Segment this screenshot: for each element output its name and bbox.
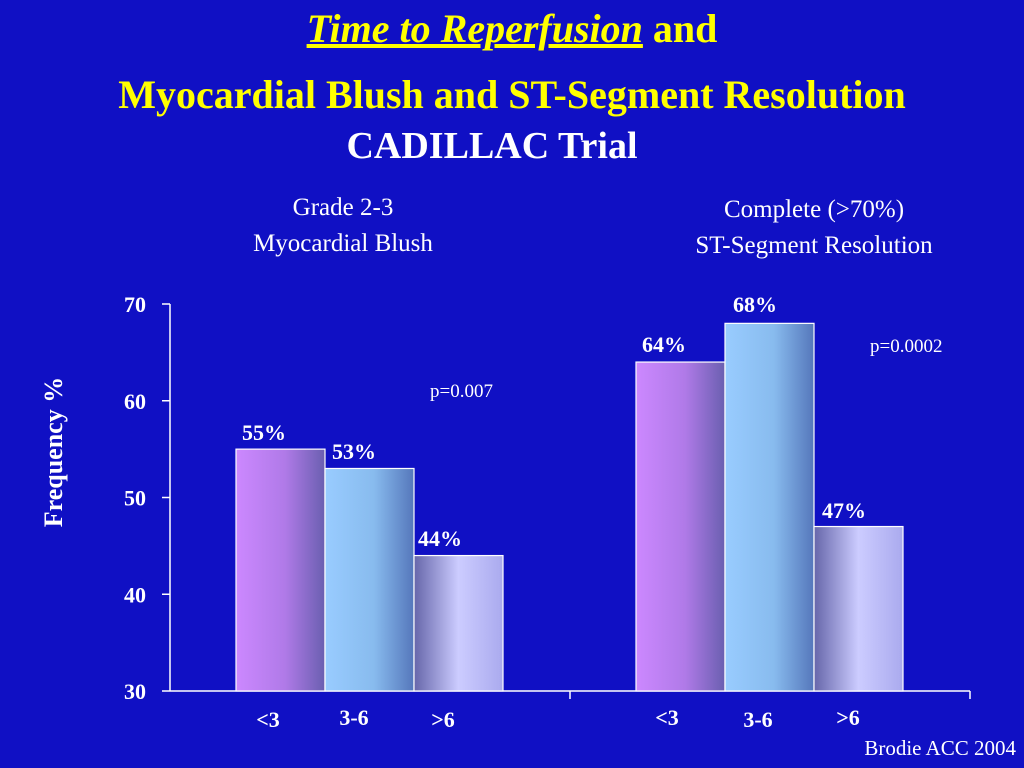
value-label: 55% <box>242 420 286 445</box>
slide-subtitle: CADILLAC Trial <box>346 125 638 167</box>
y-tick-label: 50 <box>124 486 146 511</box>
group-label-st-line1: Complete (>70%) <box>723 196 905 223</box>
category-label: <3 <box>655 705 679 730</box>
value-label: 44% <box>418 526 462 551</box>
value-label: 64% <box>642 332 686 357</box>
category-label: >6 <box>431 707 455 732</box>
bar-2-2 <box>724 322 815 692</box>
title-rest: and <box>642 6 718 51</box>
title-emphasis: Time to Reperfusion <box>306 6 643 51</box>
value-label: 68% <box>733 292 777 317</box>
category-label: >6 <box>836 705 860 730</box>
bar-1-1 <box>235 448 326 692</box>
bar-2-1 <box>635 361 726 692</box>
category-label: 3-6 <box>743 707 772 732</box>
bar-1-3 <box>413 554 504 692</box>
group-label-blush-line1: Grade 2-3 <box>292 194 394 221</box>
group-label-blush: Grade 2-3 Myocardial Blush <box>183 190 503 262</box>
source-credit: Brodie ACC 2004 <box>864 736 1016 760</box>
y-tick-label: 30 <box>124 679 146 704</box>
group-label-st-line2: ST-Segment Resolution <box>695 232 933 259</box>
category-label: <3 <box>256 707 280 732</box>
group-label-st: Complete (>70%) ST-Segment Resolution <box>614 192 1014 264</box>
value-label: 53% <box>332 439 376 464</box>
y-tick-label: 40 <box>124 582 146 607</box>
bar-1-2 <box>324 467 415 692</box>
slide-title-line2: Myocardial Blush and ST-Segment Resoluti… <box>118 72 906 117</box>
p-value-label: p=0.0002 <box>870 336 942 357</box>
y-tick-label: 70 <box>124 292 146 317</box>
bar-2-3 <box>813 525 904 692</box>
group-label-blush-line2: Myocardial Blush <box>253 230 433 257</box>
y-tick-label: 60 <box>124 389 146 414</box>
category-label: 3-6 <box>339 705 368 730</box>
value-label: 47% <box>822 498 866 523</box>
p-value-label: p=0.007 <box>430 381 493 402</box>
slide-title-line1: Time to Reperfusion and <box>0 6 1024 52</box>
